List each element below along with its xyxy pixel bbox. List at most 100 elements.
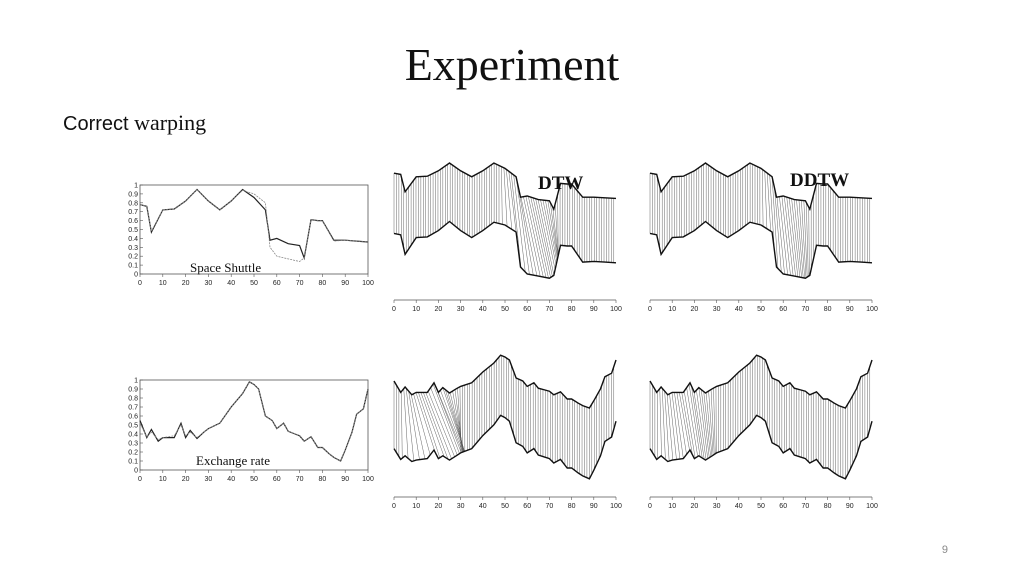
subtitle-word-warping: warping [134, 110, 207, 135]
upper-series-line [649, 354, 873, 409]
warp-link [557, 194, 559, 256]
x-tick-label: 10 [412, 306, 420, 313]
warp-link [686, 387, 698, 457]
y-tick-label: 0.5 [128, 423, 138, 430]
x-tick-label: 30 [457, 503, 465, 510]
warp-link [437, 391, 463, 453]
x-tick-label: 100 [610, 306, 622, 313]
warp-link [664, 391, 670, 462]
warp-link [710, 389, 715, 455]
warp-link [503, 167, 508, 227]
x-tick-label: 70 [546, 306, 554, 313]
warp-link [776, 197, 785, 275]
x-tick-label: 70 [802, 503, 810, 510]
x-tick-label: 50 [501, 503, 509, 510]
warp-link [508, 171, 517, 235]
lower-series-line [649, 414, 873, 480]
x-tick-label: 100 [362, 280, 374, 287]
warp-link [550, 202, 558, 258]
x-tick-label: 80 [568, 503, 576, 510]
y-tick-label: 0.7 [128, 405, 138, 412]
warp-link [506, 169, 513, 230]
y-tick-label: 0.5 [128, 227, 138, 234]
x-tick-label: 10 [159, 280, 167, 287]
x-tick-label: 80 [568, 306, 576, 313]
x-tick-label: 20 [182, 280, 190, 287]
warp-link [696, 390, 707, 460]
x-tick-label: 50 [501, 306, 509, 313]
y-tick-label: 0 [134, 468, 138, 475]
warp-link [713, 388, 716, 454]
x-tick-label: 90 [341, 280, 349, 287]
x-tick-label: 100 [610, 503, 622, 510]
x-tick-label: 80 [319, 476, 327, 483]
subtitle-word-correct: Correct [63, 113, 129, 135]
y-tick-label: 0.1 [128, 263, 138, 270]
x-tick-label: 60 [273, 476, 281, 483]
warp-link [698, 387, 708, 459]
warp-link [403, 388, 409, 459]
warp-link [520, 197, 538, 276]
x-tick-label: 20 [691, 503, 699, 510]
ddtw-shuttle-alignment-chart: 0 10 20 30 40 50 60 70 80 90 100 DDTW [648, 162, 878, 313]
ddtw-exchange-alignment-chart: 0 10 20 30 40 50 60 70 80 90 100 [648, 354, 878, 510]
x-tick-label: 100 [362, 476, 374, 483]
slide-title: Experiment [404, 39, 620, 90]
warp-link [801, 200, 807, 278]
x-tick-label: 10 [412, 503, 420, 510]
x-tick-label: 40 [227, 476, 235, 483]
lower-series-line [393, 414, 617, 480]
x-tick-label: 0 [138, 280, 142, 287]
y-tick-label: 0.4 [128, 236, 138, 243]
x-tick-label: 50 [757, 306, 765, 313]
warp-link [774, 188, 782, 273]
x-tick-label: 30 [205, 280, 213, 287]
warp-link [535, 198, 553, 277]
warp-link [427, 391, 455, 457]
y-tick-label: 1 [134, 378, 138, 385]
warp-link [523, 196, 541, 277]
x-tick-label: 80 [824, 503, 832, 510]
x-tick-label: 60 [523, 306, 531, 313]
warp-link [764, 171, 768, 229]
x-tick-label: 60 [273, 280, 281, 287]
x-tick-label: 100 [866, 503, 878, 510]
warp-link [676, 392, 687, 455]
warp-link [413, 393, 431, 455]
warp-link [701, 389, 710, 458]
warp-link [798, 200, 805, 279]
slide-subtitle: Correct warping [63, 110, 206, 136]
x-tick-labels: 0 10 20 30 40 50 60 70 80 90 100 [138, 470, 374, 483]
x-tick-label: 40 [479, 503, 487, 510]
y-tick-label: 0.6 [128, 414, 138, 421]
x-tick-label: 20 [435, 503, 443, 510]
warp-link [791, 198, 801, 278]
x-tick-label: 10 [668, 503, 676, 510]
y-tick-label: 0.9 [128, 191, 138, 198]
series-line-a [139, 380, 369, 462]
chart-label-space-shuttle: Space Shuttle [190, 260, 261, 275]
x-tick-label: 60 [779, 503, 787, 510]
warp-link [408, 391, 420, 460]
dtw-exchange-alignment-chart: 0 10 20 30 40 50 60 70 80 90 100 [392, 354, 622, 510]
x-tick-labels: 0 10 20 30 40 50 60 70 80 90 100 [648, 300, 878, 313]
x-tick-label: 50 [250, 280, 258, 287]
x-tick-label: 70 [296, 476, 304, 483]
warp-link [671, 392, 681, 460]
warp-link [547, 200, 558, 260]
warp-link [518, 187, 534, 276]
warp-link [679, 392, 690, 451]
x-tick-label: 70 [546, 503, 554, 510]
warp-link [440, 390, 464, 452]
x-tick-label: 90 [590, 503, 598, 510]
warp-link [501, 166, 503, 225]
warp-link [781, 196, 791, 276]
x-tick-label: 30 [713, 306, 721, 313]
warp-link [674, 392, 684, 459]
x-tick-label: 0 [392, 306, 396, 313]
warp-link [766, 173, 771, 232]
x-tick-label: 60 [523, 503, 531, 510]
x-tick-label: 40 [735, 503, 743, 510]
warp-link [788, 197, 799, 277]
chart-label-exchange-rate: Exchange rate [196, 453, 270, 468]
